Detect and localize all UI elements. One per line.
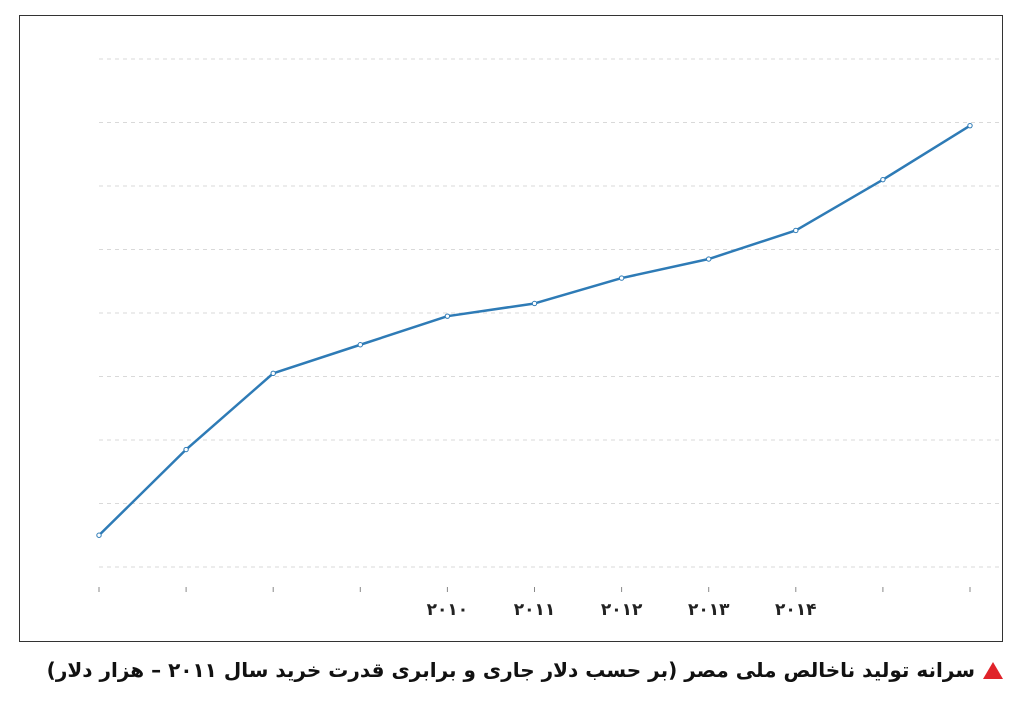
data-point [793,227,799,234]
data-point [183,446,189,453]
x-tick-label: ۲۰۱۰ [427,600,469,620]
data-point [618,275,625,281]
triangle-marker-icon [983,661,1003,679]
x-axis-labels: ۲۰۱۰ ۲۰۱۱ ۲۰۱۲ ۲۰۱۳ ۲۰۱۴ [427,600,817,620]
data-point [270,370,276,377]
data-point [444,313,451,319]
chart-caption: سرانه تولید ناخالص ملی مصر (بر حسب دلار … [13,650,1003,690]
data-point [96,532,102,538]
x-axis-ticks [98,587,971,592]
line-chart: ۲۰۱۰ ۲۰۱۱ ۲۰۱۲ ۲۰۱۳ ۲۰۱۴ [96,58,1002,620]
grid-lines [99,58,1002,568]
caption-text: سرانه تولید ناخالص ملی مصر (بر حسب دلار … [46,658,975,682]
data-point [880,176,886,183]
x-tick-label: ۲۰۱۱ [514,600,556,620]
series-line [98,124,971,537]
series [96,122,973,538]
x-tick-label: ۲۰۱۲ [601,600,643,620]
data-point [357,342,363,348]
chart-frame: ۲۰۱۰ ۲۰۱۱ ۲۰۱۲ ۲۰۱۳ ۲۰۱۴ [19,15,1003,642]
x-tick-label: ۲۰۱۴ [775,600,817,620]
data-point [967,122,973,129]
data-point [531,300,538,307]
x-tick-label: ۲۰۱۳ [688,600,730,620]
data-point [706,256,712,262]
